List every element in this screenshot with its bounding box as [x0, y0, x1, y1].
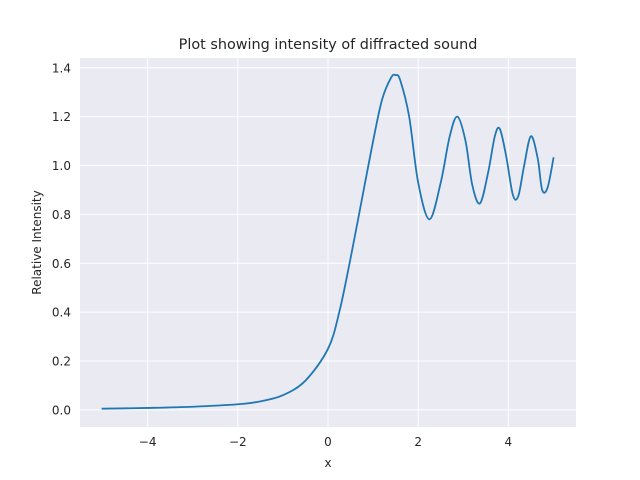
series-line	[101, 73, 555, 410]
y-tick-label: 1.0	[52, 159, 71, 173]
y-tick-label: 0.4	[52, 306, 71, 320]
y-tick-label: 1.4	[52, 61, 71, 75]
y-tick-label: 0.2	[52, 355, 71, 369]
y-tick-label: 0.0	[52, 403, 71, 417]
y-tick-label: 0.6	[52, 257, 71, 271]
x-tick-label: −4	[139, 435, 157, 449]
chart-title: Plot showing intensity of diffracted sou…	[179, 37, 478, 53]
y-tick-label: 0.8	[52, 208, 71, 222]
y-tick-label: 1.2	[52, 110, 71, 124]
series-layer	[101, 73, 555, 410]
x-tick-label: −2	[229, 435, 247, 449]
y-axis-label: Relative Intensity	[30, 190, 44, 294]
x-tick-label: 0	[324, 435, 332, 449]
x-tick-label: 2	[414, 435, 422, 449]
x-axis-label: x	[324, 456, 331, 470]
x-tick-label: 4	[505, 435, 513, 449]
tick-labels: −4 −2 0 2 4 0.0 0.2 0.4 0.6 0.8 1.0 1.2 1.4	[52, 61, 512, 449]
grid-lines	[80, 58, 576, 427]
